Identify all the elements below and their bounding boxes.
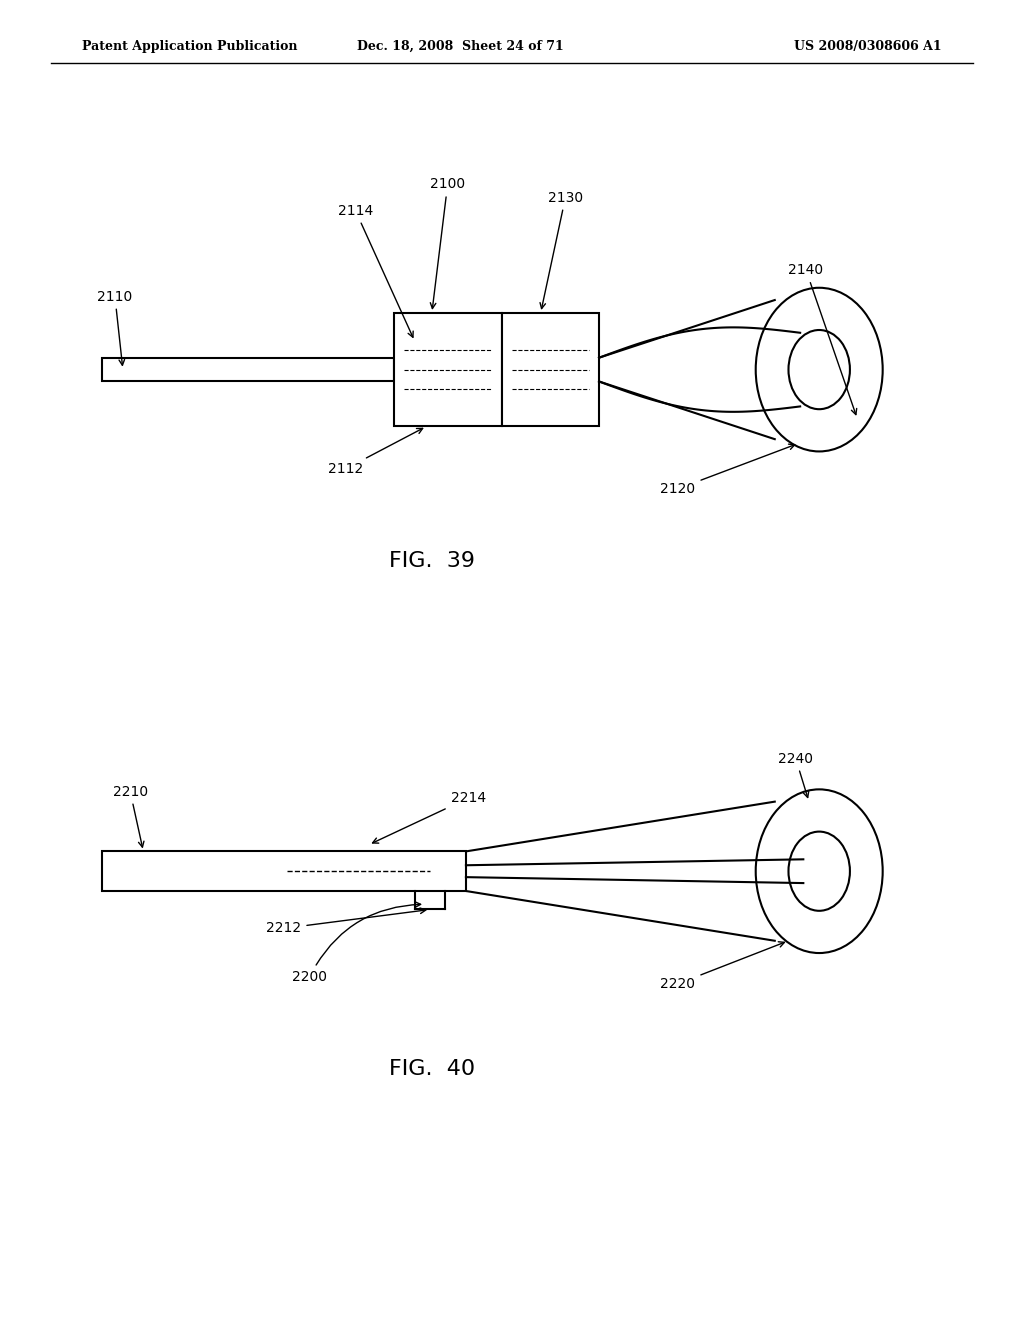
Text: 2240: 2240 (778, 751, 813, 797)
FancyBboxPatch shape (102, 851, 466, 891)
Text: 2200: 2200 (292, 902, 421, 985)
Text: 2110: 2110 (97, 289, 132, 366)
Text: Dec. 18, 2008  Sheet 24 of 71: Dec. 18, 2008 Sheet 24 of 71 (357, 40, 564, 53)
Text: 2100: 2100 (430, 177, 465, 309)
Text: 2220: 2220 (660, 941, 784, 991)
Text: 2114: 2114 (338, 203, 413, 338)
Text: 2214: 2214 (373, 791, 485, 843)
Text: US 2008/0308606 A1: US 2008/0308606 A1 (795, 40, 942, 53)
Text: 2140: 2140 (788, 263, 857, 414)
Text: 2120: 2120 (660, 444, 795, 496)
Bar (502, 313, 599, 426)
Text: 2212: 2212 (266, 908, 426, 936)
FancyBboxPatch shape (102, 358, 394, 381)
Text: 2130: 2130 (540, 190, 583, 309)
Text: 2112: 2112 (328, 429, 423, 477)
Text: 2210: 2210 (113, 784, 147, 847)
Bar (394, 313, 502, 426)
Text: FIG.  40: FIG. 40 (389, 1059, 475, 1080)
Text: FIG.  39: FIG. 39 (389, 550, 475, 572)
Text: Patent Application Publication: Patent Application Publication (82, 40, 297, 53)
